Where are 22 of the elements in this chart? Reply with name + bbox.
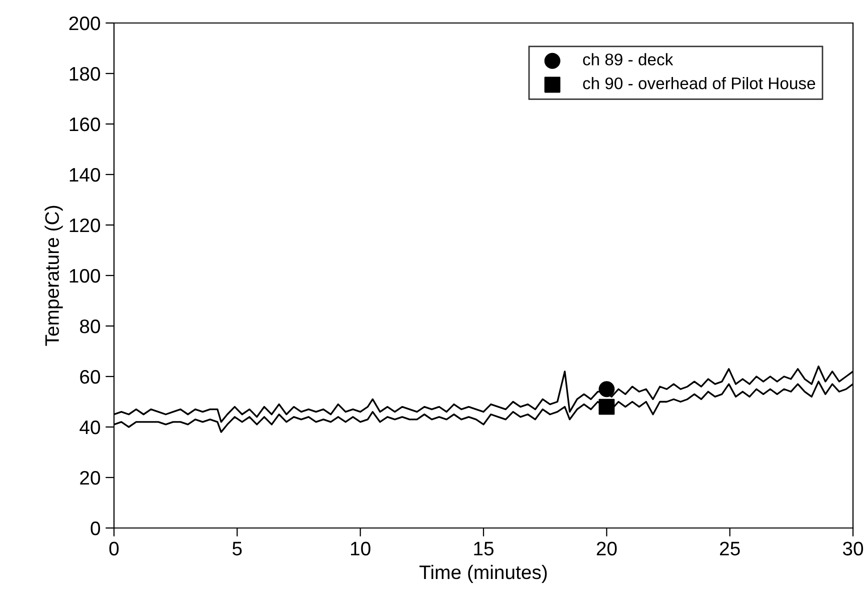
x-tick-label: 0 — [109, 542, 119, 556]
y-axis-title: Temperature (C) — [44, 206, 63, 346]
y-tick-label: 200 — [69, 16, 100, 30]
x-axis-title: Time (minutes) — [419, 564, 547, 583]
y-tick-label: 80 — [80, 319, 100, 334]
y-tick-label: 0 — [90, 521, 100, 536]
y-tick-label: 20 — [80, 470, 100, 485]
x-tick-label: 15 — [474, 542, 494, 556]
y-tick-label: 120 — [70, 218, 100, 232]
x-tick-label: 25 — [720, 542, 740, 556]
x-tick-label: 20 — [596, 542, 617, 556]
x-tick-label: 10 — [351, 542, 370, 556]
y-tick-label: 40 — [80, 420, 100, 434]
legend-label: ch 89 - deck — [583, 53, 674, 66]
y-tick-label: 60 — [80, 370, 100, 384]
x-tick-label: 5 — [232, 542, 242, 556]
y-tick-label: 100 — [70, 268, 100, 283]
x-tick-label: 30 — [842, 542, 864, 556]
y-tick-label: 140 — [70, 168, 100, 182]
y-tick-label: 160 — [70, 117, 100, 132]
legend-label: ch 90 - overhead of Pilot House — [583, 77, 816, 90]
y-tick-label: 180 — [70, 66, 100, 81]
